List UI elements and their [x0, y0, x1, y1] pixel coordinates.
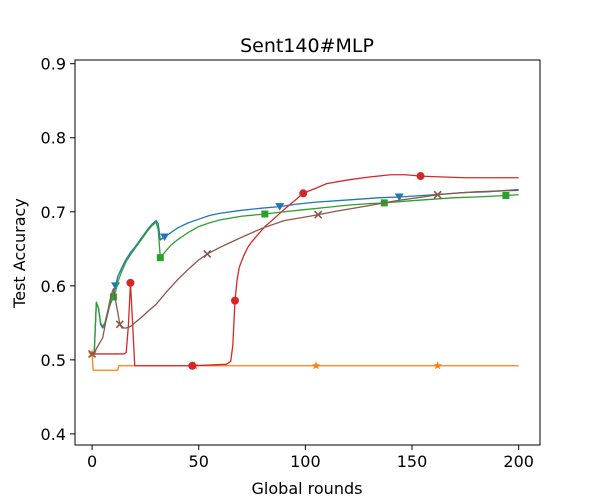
marker-square: [502, 191, 510, 199]
x-axis-label: Global rounds: [252, 479, 363, 498]
series-line: [92, 194, 519, 355]
plot-area: 0 50 100 150 200 0.4 0.5 0.6 0.7 0.8 0.9: [41, 55, 541, 471]
marker-triangle: [111, 282, 121, 290]
marker-x: [203, 249, 212, 259]
y-axis-label: Test Accuracy: [10, 198, 29, 309]
marker-x: [115, 320, 124, 329]
series-1: [87, 349, 519, 371]
marker-triangle: [394, 193, 404, 201]
marker-circle: [299, 189, 308, 198]
x-tick-label: 0: [87, 452, 97, 471]
marker-x: [433, 190, 442, 199]
x-tick-label: 50: [189, 452, 209, 471]
x-tick-label: 100: [290, 452, 321, 471]
marker-triangle: [275, 203, 285, 211]
series-3: [92, 172, 519, 370]
y-tick-label: 0.9: [41, 55, 66, 74]
series-line: [91, 353, 519, 371]
marker-circle: [126, 278, 135, 287]
series-line: [92, 174, 519, 367]
y-tick-label: 0.6: [41, 277, 66, 296]
y-tick-label: 0.5: [41, 351, 66, 370]
marker-x: [87, 349, 97, 358]
x-tick-label: 200: [503, 452, 534, 471]
y-tick-label: 0.4: [41, 425, 66, 444]
marker-x: [314, 210, 323, 219]
y-tick-label: 0.8: [41, 129, 66, 148]
series-line: [92, 189, 519, 355]
series-2: [92, 191, 519, 355]
series-line: [92, 188, 519, 355]
marker-circle: [416, 172, 425, 181]
marker-circle: [230, 296, 239, 305]
marker-square: [109, 293, 117, 301]
marker-star: [311, 361, 321, 370]
marker-circle: [188, 361, 197, 370]
series-0: [92, 188, 519, 355]
x-tick-label: 150: [397, 452, 428, 471]
marker-square: [156, 254, 164, 262]
marker-triangle: [160, 233, 170, 241]
chart-title: Sent140#MLP: [240, 35, 374, 57]
marker-star: [433, 361, 442, 370]
plot-frame: [74, 59, 541, 446]
series-4: [87, 189, 519, 358]
y-tick-label: 0.7: [41, 203, 66, 222]
marker-square: [261, 210, 269, 218]
